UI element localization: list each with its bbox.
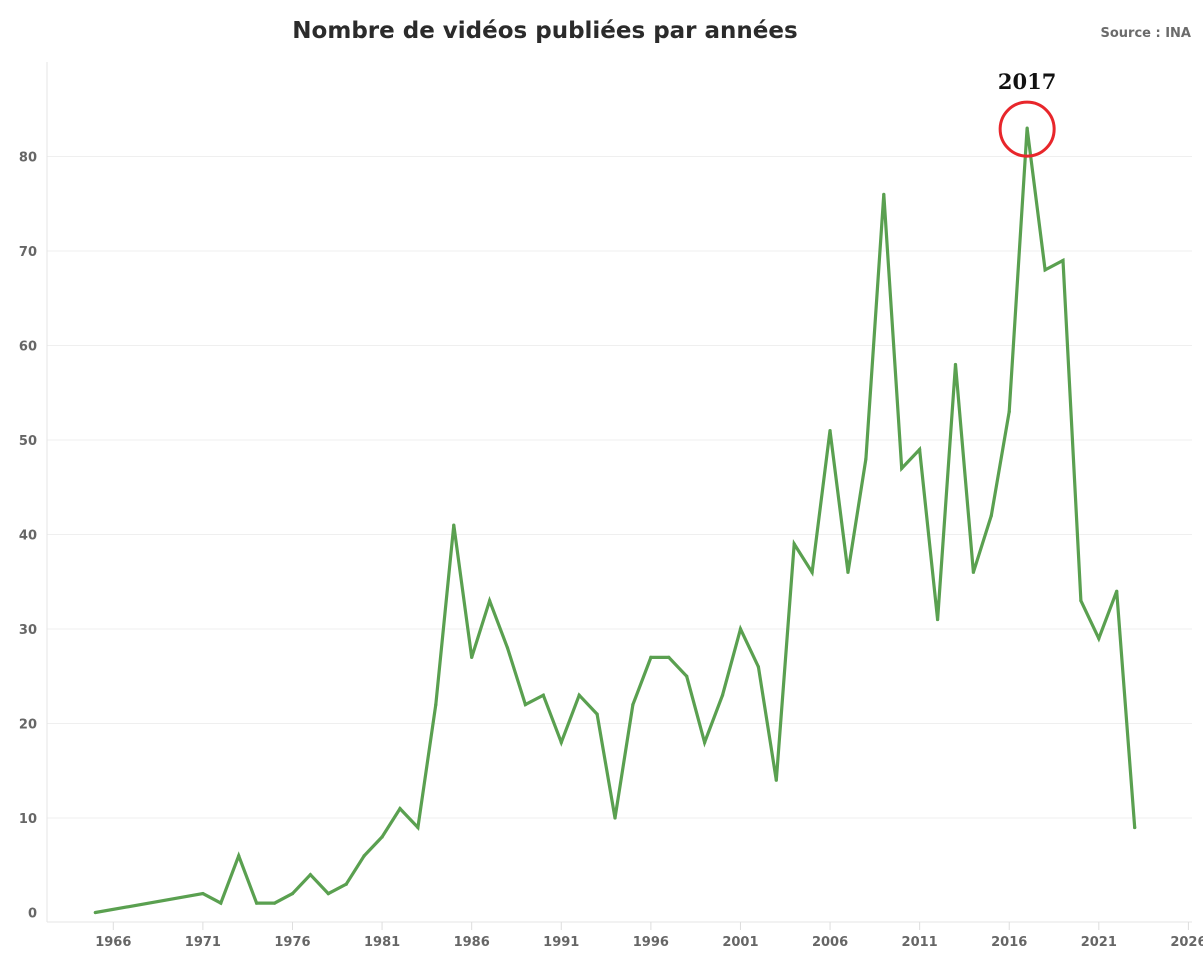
data-point [756, 665, 760, 669]
x-tick-label: 1966 [95, 935, 131, 950]
annotation-circle [998, 100, 1056, 158]
data-point [595, 712, 599, 716]
series-line [93, 127, 1137, 915]
x-tick-label: 2011 [902, 935, 938, 950]
data-point [882, 192, 886, 196]
x-tick-label: 2006 [812, 935, 848, 950]
data-point [774, 778, 778, 782]
y-tick-label: 0 [28, 907, 37, 922]
data-point [703, 740, 707, 745]
chart-title: Nombre de vidéos publiées par années [292, 18, 798, 44]
annotations: 2017 [998, 69, 1056, 158]
data-point [1061, 258, 1065, 263]
y-tick-label: 50 [19, 434, 37, 449]
data-point [792, 542, 796, 546]
data-point [201, 892, 205, 896]
data-point [416, 825, 420, 830]
data-point [219, 901, 223, 905]
y-tick-label: 20 [19, 718, 37, 733]
grid [47, 156, 1192, 819]
y-tick-label: 70 [19, 245, 37, 260]
data-points [93, 126, 1137, 915]
x-tick-label: 2026 [1170, 935, 1203, 950]
data-point [846, 570, 850, 574]
data-point [237, 854, 241, 858]
data-point [864, 457, 868, 461]
data-point [362, 854, 366, 858]
data-point [272, 901, 277, 905]
data-point [308, 873, 313, 877]
data-point [452, 523, 456, 527]
y-tick-label: 40 [19, 529, 37, 544]
x-tick-label: 1996 [633, 935, 669, 950]
data-point [1097, 636, 1101, 641]
x-tick-label: 1986 [454, 935, 490, 950]
x-tick-label: 1971 [185, 935, 221, 950]
x-tick-label: 1991 [543, 935, 579, 950]
data-point [398, 806, 402, 811]
data-point [649, 655, 653, 659]
data-point [487, 599, 492, 603]
source-label: Source : INA [1100, 26, 1191, 41]
y-tick-label: 10 [19, 812, 37, 827]
data-point [470, 655, 474, 659]
data-point [667, 655, 671, 659]
data-point [989, 514, 993, 518]
x-axis-ticks: 1966 1971 1976 1981 1986 1991 1996 2001 2006 2011… [95, 922, 1203, 950]
data-point [685, 674, 689, 678]
data-point [738, 627, 743, 631]
data-point [631, 703, 635, 707]
data-point [559, 740, 563, 745]
data-point [720, 693, 725, 697]
data-point [434, 703, 438, 707]
y-axis-ticks: 0 10 20 30 40 50 60 70 80 [19, 151, 37, 922]
data-point [918, 447, 922, 452]
data-point [900, 466, 904, 470]
data-point [935, 617, 940, 622]
x-tick-label: 2001 [722, 935, 758, 950]
data-point [1133, 825, 1137, 830]
data-point [1025, 126, 1029, 130]
x-tick-label: 2016 [991, 935, 1027, 950]
y-tick-label: 80 [19, 151, 37, 166]
data-point [505, 646, 510, 650]
data-point [93, 910, 97, 915]
data-point [326, 892, 330, 896]
data-point [1079, 599, 1083, 603]
data-point [577, 693, 581, 697]
data-point [613, 816, 617, 820]
data-point [344, 882, 348, 886]
data-point [810, 570, 814, 574]
x-tick-label: 1981 [364, 935, 400, 950]
data-point [828, 428, 832, 433]
data-point [523, 703, 528, 707]
x-tick-label: 2021 [1081, 935, 1117, 950]
data-point [1043, 268, 1047, 272]
data-point [541, 693, 545, 697]
annotation-label: 2017 [998, 69, 1056, 94]
data-point [255, 901, 259, 905]
data-point [380, 835, 384, 839]
data-point [971, 570, 975, 574]
data-point [290, 892, 295, 896]
y-tick-label: 60 [19, 340, 37, 355]
data-point [953, 362, 958, 367]
data-point [1115, 589, 1119, 593]
x-tick-label: 1976 [274, 935, 310, 950]
y-tick-label: 30 [19, 623, 37, 638]
data-point [1007, 410, 1011, 414]
